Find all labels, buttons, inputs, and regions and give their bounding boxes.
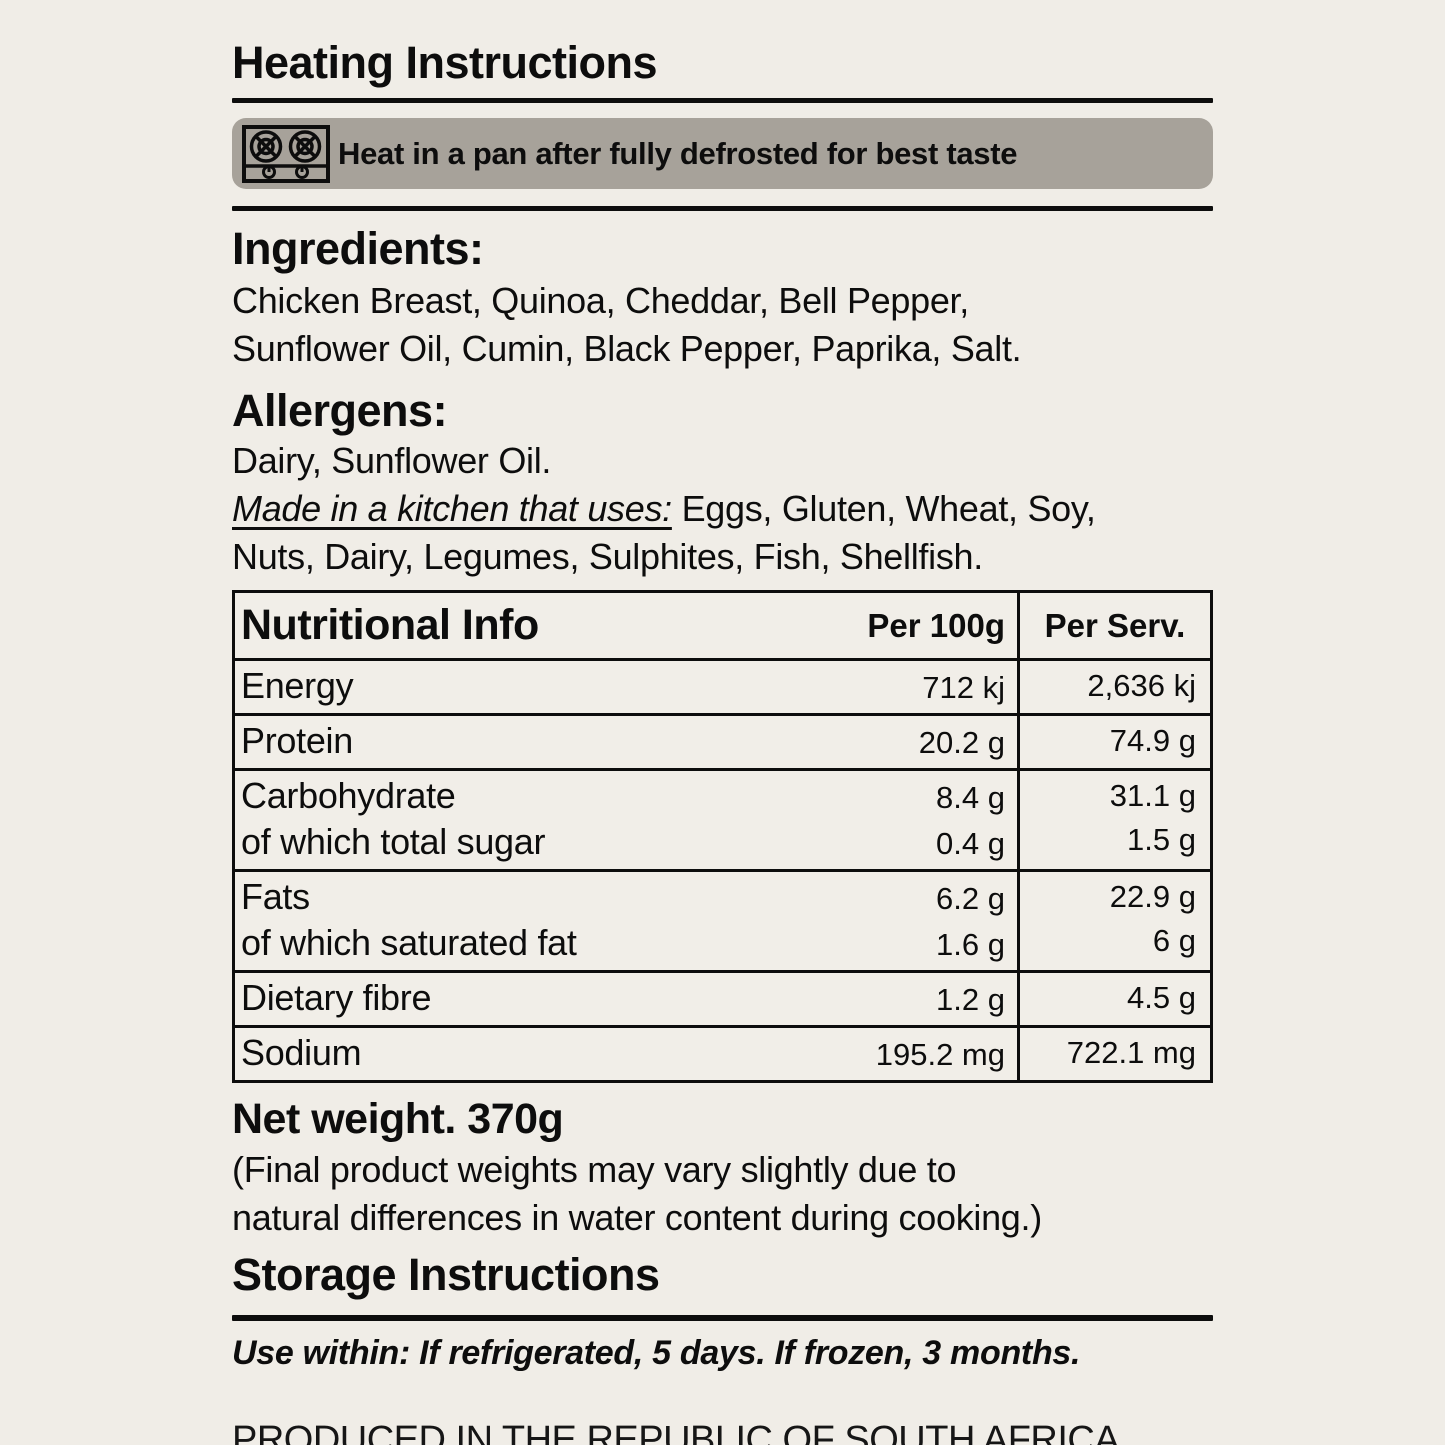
row-per100-value: 20.2 g (918, 725, 1005, 761)
heating-method-text: Heat in a pan after fully defrosted for … (338, 135, 1018, 171)
nutrition-table: Nutritional Info Per 100g Per Serv. Ener… (232, 590, 1213, 1084)
kitchen-uses-line-1: Made in a kitchen that uses: Eggs, Glute… (232, 485, 1213, 533)
row-label: Carbohydrate (241, 775, 456, 817)
subrow-label: of which total sugar (241, 821, 546, 863)
row-label: Sodium (241, 1032, 362, 1074)
row-per100-value: 6.2 g (936, 881, 1005, 917)
subrow-label: of which saturated fat (241, 922, 577, 964)
table-row-energy: Energy 712 kj 2,636 kj (235, 658, 1210, 714)
country-of-origin-text: PRODUCED IN THE REPUBLIC OF SOUTH AFRICA (232, 1419, 1120, 1445)
subrow-perserv-value: 6 g (1152, 923, 1196, 959)
divider-under-heating-title (232, 98, 1213, 104)
table-row-dietary-fibre: Dietary fibre 1.2 g 4.5 g (235, 970, 1210, 1026)
ingredients-line-1: Chicken Breast, Quinoa, Cheddar, Bell Pe… (232, 279, 969, 321)
col-header-per-100g: Per 100g (867, 606, 1005, 644)
kitchen-uses-prefix: Made in a kitchen that uses: (232, 487, 672, 529)
row-per100-value: 8.4 g (936, 780, 1005, 816)
row-per100-value: 195.2 mg (875, 1037, 1005, 1073)
heating-method-banner: Heat in a pan after fully defrosted for … (232, 118, 1213, 190)
row-per100-value: 712 kj (922, 670, 1005, 706)
net-weight-title: Net weight. 370g (232, 1095, 564, 1144)
col-header-per-serving: Per Serv. (1044, 606, 1186, 644)
row-label: Protein (241, 720, 353, 762)
kitchen-uses-items-1: Eggs, Gluten, Wheat, Soy, (671, 487, 1096, 529)
row-perserv-value: 74.9 g (1109, 723, 1196, 759)
net-weight-note: (Final product weights may vary slightly… (232, 1146, 1213, 1242)
nutrition-title: Nutritional Info (241, 601, 539, 650)
table-row-protein: Protein 20.2 g 74.9 g (235, 713, 1210, 769)
nutrition-header-left: Nutritional Info Per 100g (235, 593, 1020, 659)
storage-instructions-title: Storage Instructions (232, 1248, 660, 1300)
row-perserv-value: 22.9 g (1109, 879, 1196, 915)
heating-instructions-title: Heating Instructions (232, 37, 658, 88)
subrow-per100-value: 0.4 g (936, 826, 1005, 862)
ingredients-list: Chicken Breast, Quinoa, Cheddar, Bell Pe… (232, 277, 1213, 373)
row-label: Energy (241, 665, 354, 707)
row-per100-value: 1.2 g (936, 982, 1005, 1018)
ingredients-line-2: Sunflower Oil, Cumin, Black Pepper, Papr… (232, 328, 1022, 370)
table-row-sodium: Sodium 195.2 mg 722.1 mg (235, 1025, 1210, 1081)
allergens-title: Allergens: (232, 385, 448, 437)
row-perserv-value: 4.5 g (1127, 980, 1196, 1016)
table-row-fats: Fats 6.2 g of which saturated fat 1.6 g 22… (235, 869, 1210, 971)
use-within-text: Use within: If refrigerated, 5 days. If … (232, 1334, 1081, 1373)
subrow-perserv-value: 1.5 g (1127, 822, 1196, 858)
row-perserv-value: 31.1 g (1109, 778, 1196, 814)
nutrition-header-right: Per Serv. (1020, 599, 1210, 653)
net-weight-note-line-1: (Final product weights may vary slightly… (232, 1148, 957, 1190)
row-label: Fats (241, 876, 310, 918)
row-label: Dietary fibre (241, 977, 432, 1019)
row-perserv-value: 722.1 mg (1066, 1035, 1196, 1071)
allergens-list: Dairy, Sunflower Oil. Made in a kitchen … (232, 437, 1213, 582)
row-perserv-value: 2,636 kj (1087, 668, 1196, 704)
stove-icon (242, 124, 330, 183)
subrow-per100-value: 1.6 g (936, 927, 1005, 963)
ingredients-title: Ingredients: (232, 223, 484, 275)
divider-under-storage-title (232, 1315, 1213, 1322)
kitchen-uses-line-2: Nuts, Dairy, Legumes, Sulphites, Fish, S… (232, 536, 983, 578)
label-content: Heating Instructions (232, 37, 1213, 1445)
divider-under-banner (232, 206, 1213, 212)
table-row-carbohydrate: Carbohydrate 8.4 g of which total sugar 0.… (235, 768, 1210, 870)
allergens-contains: Dairy, Sunflower Oil. (232, 439, 552, 481)
net-weight-note-line-2: natural differences in water content dur… (232, 1196, 1042, 1238)
nutrition-header-row: Nutritional Info Per 100g Per Serv. (235, 593, 1210, 659)
